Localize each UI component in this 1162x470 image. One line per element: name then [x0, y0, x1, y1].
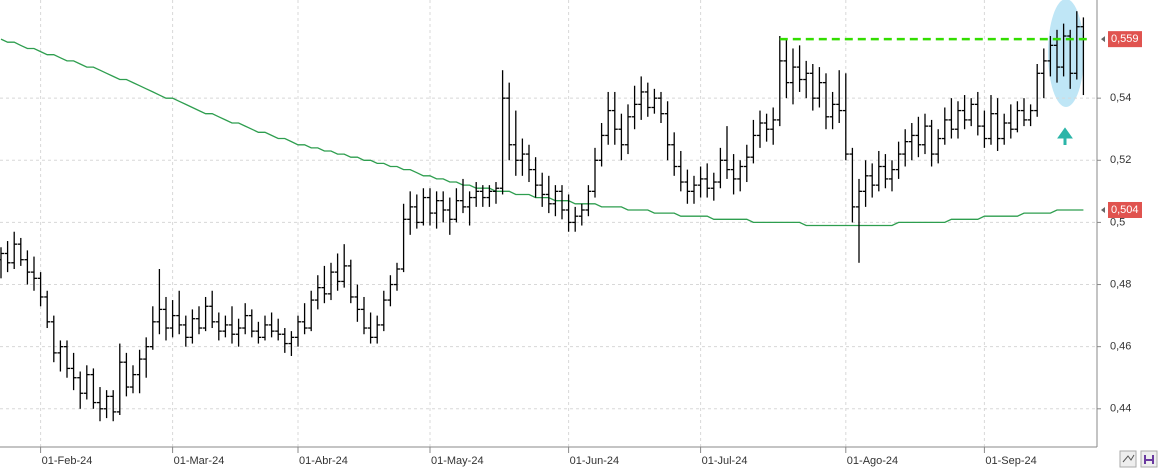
zoom-button[interactable] [1119, 450, 1137, 468]
up-arrow [1057, 127, 1073, 145]
price-marker-label: 0,559 [1111, 33, 1139, 45]
x-tick-label: 01-Ago-24 [847, 455, 898, 467]
price-marker-label: 0,504 [1111, 204, 1139, 216]
x-tick-label: 01-May-24 [431, 455, 484, 467]
plot-layer: 0,44 0,46 0,48 0,5 0,52 0,54 01-Feb-24 01-Mar-2… [0, 0, 1131, 467]
x-tick-label: 01-Sep-24 [985, 455, 1036, 467]
y-tick-label: 0,54 [1110, 92, 1131, 104]
highlight-ellipse [1048, 0, 1084, 107]
price-marker-pointer [1101, 206, 1105, 213]
x-tick-label: 01-Jul-24 [702, 455, 748, 467]
price-marker-pointer [1101, 36, 1105, 43]
price-marker [1108, 31, 1142, 48]
zoom-icon [1122, 454, 1135, 463]
y-tick-label: 0,46 [1110, 341, 1131, 353]
y-tick-label: 0,48 [1110, 278, 1131, 290]
y-tick-label: 0,5 [1110, 216, 1125, 228]
x-tick-label: 01-Abr-24 [299, 455, 348, 467]
settings-icon [1144, 455, 1154, 464]
y-tick-label: 0,52 [1110, 154, 1131, 166]
price-marker [1108, 201, 1142, 218]
y-tick-label: 0,44 [1110, 403, 1131, 415]
x-tick-label: 01-Mar-24 [174, 455, 225, 467]
x-tick-label: 01-Feb-24 [42, 455, 93, 467]
x-tick-label: 01-Jun-24 [570, 455, 620, 467]
